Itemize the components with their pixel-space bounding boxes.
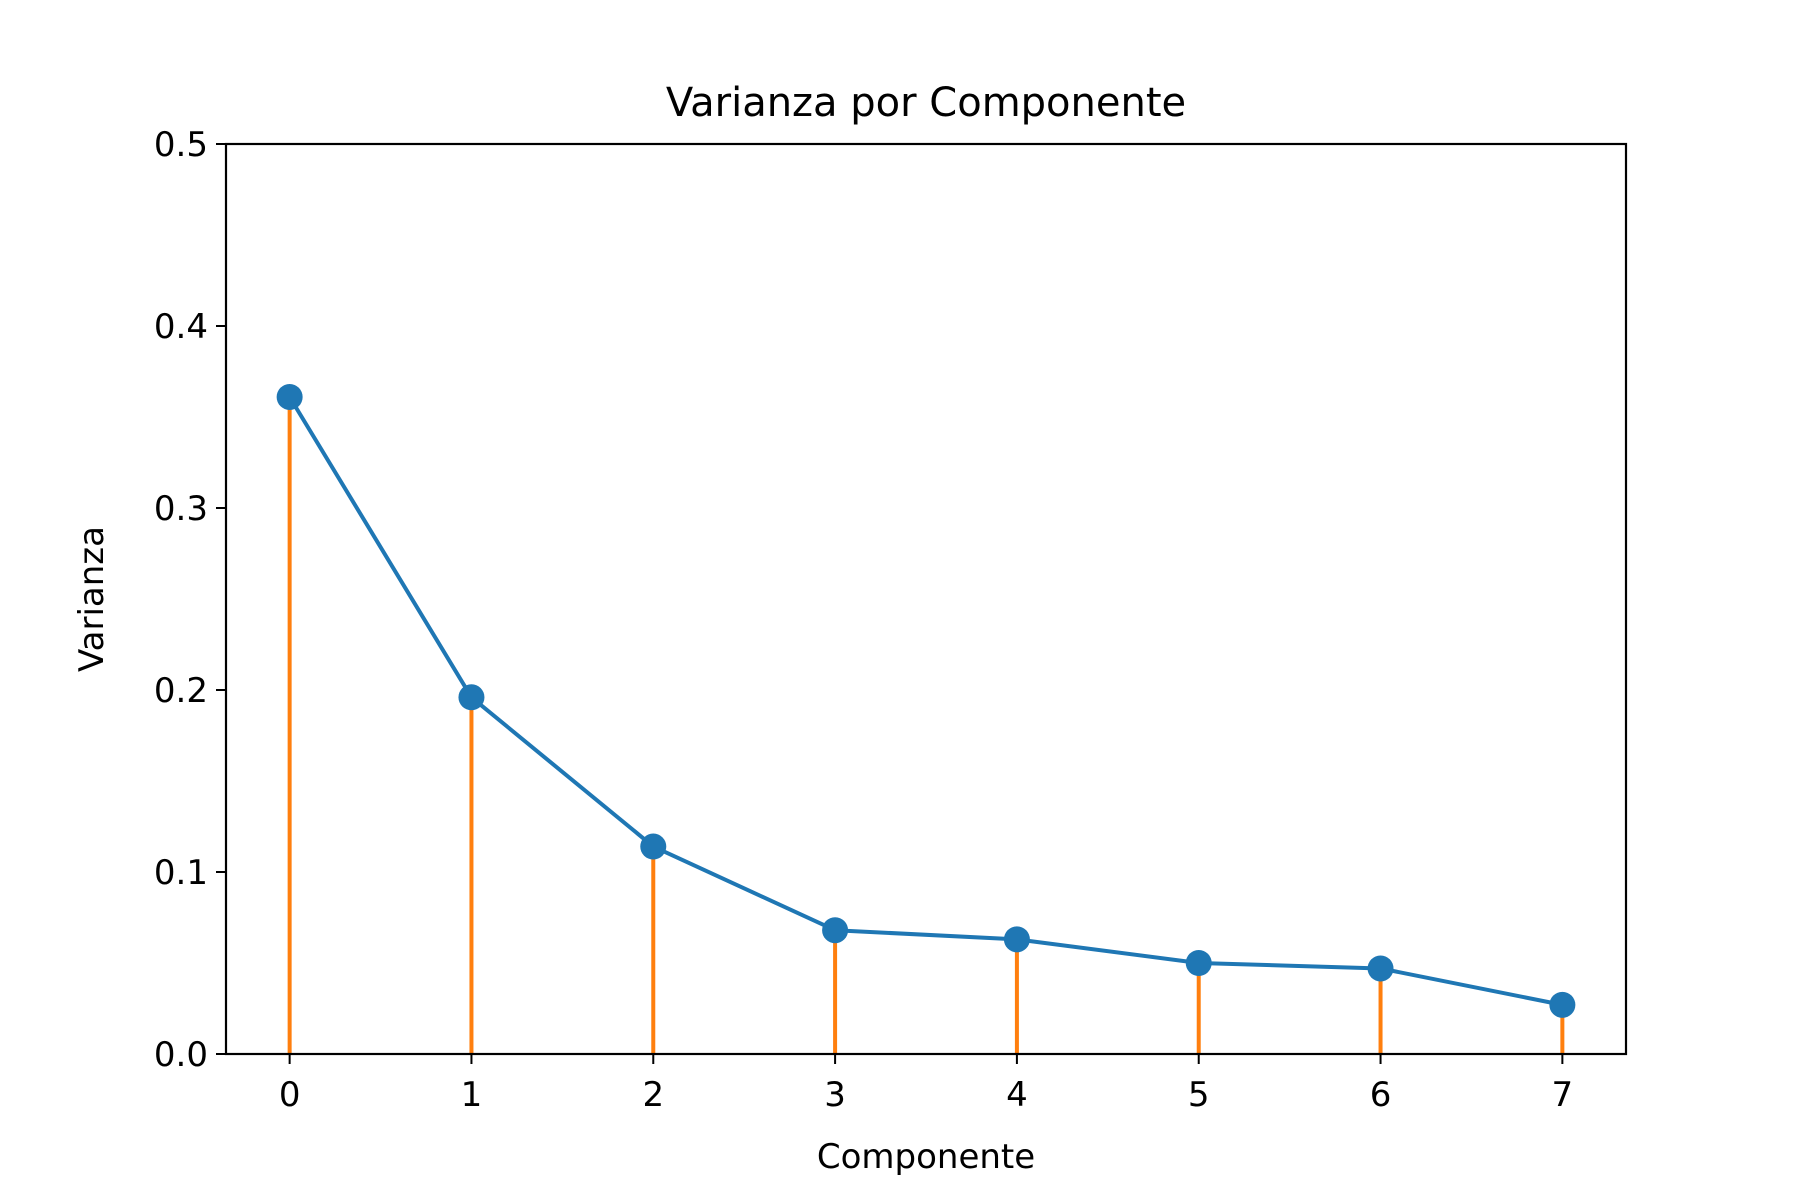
data-point [1367, 955, 1394, 982]
line-layer [287, 395, 1563, 1007]
x-axis-label: Componente [817, 1137, 1035, 1177]
x-tick-label: 3 [824, 1075, 846, 1115]
y-tick-label: 0.3 [154, 489, 208, 529]
y-tick-label: 0.1 [154, 853, 208, 893]
data-point [1003, 926, 1030, 953]
data-point [640, 833, 667, 860]
plot-area-frame [224, 142, 1628, 1056]
x-tick-label: 2 [642, 1075, 664, 1115]
y-tick-label: 0.5 [154, 125, 208, 165]
points-layer [276, 383, 1576, 1018]
y-axis-label: Varianza [72, 526, 112, 672]
x-tick-label: 0 [279, 1075, 301, 1115]
data-point [1549, 991, 1576, 1018]
data-point [276, 383, 303, 410]
data-point [1185, 950, 1212, 976]
y-tick-label: 0.4 [154, 307, 208, 347]
x-axis-ticks: 0 1 2 3 4 5 6 7 [279, 1054, 1573, 1115]
x-tick-label: 1 [461, 1075, 483, 1115]
x-tick-label: 7 [1552, 1075, 1574, 1115]
series-line [287, 395, 1563, 1007]
x-tick-label: 4 [1006, 1075, 1028, 1115]
x-tick-label: 6 [1370, 1075, 1392, 1115]
chart-title: Varianza por Componente [666, 80, 1186, 126]
data-point [822, 917, 849, 944]
stems-layer [287, 396, 1565, 1054]
y-axis-ticks: 0.0 0.1 0.2 0.3 0.4 0.5 [154, 125, 226, 1075]
y-tick-label: 0.0 [154, 1035, 208, 1075]
x-tick-label: 5 [1188, 1075, 1210, 1115]
data-point [458, 684, 485, 711]
y-tick-label: 0.2 [154, 671, 208, 711]
